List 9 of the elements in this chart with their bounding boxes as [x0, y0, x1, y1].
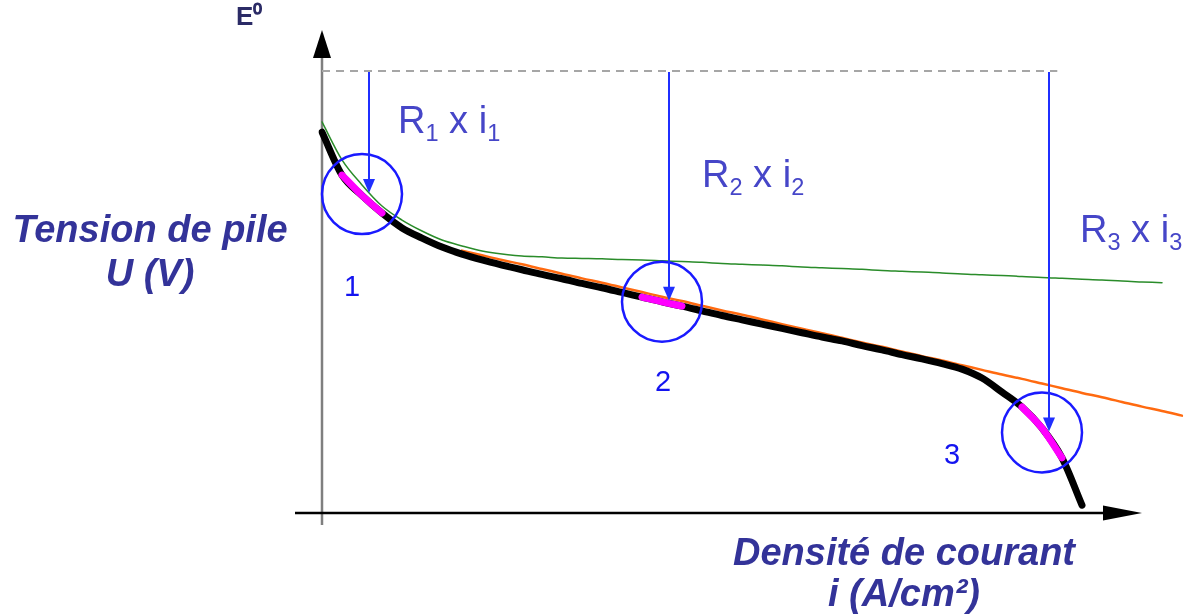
- y-axis-title: Tension de pile U (V): [11, 207, 289, 295]
- annotation: 2: [654, 365, 672, 398]
- x-axis-title: Densité de courant i (A/cm²): [731, 531, 1077, 614]
- annotation: R$_{1}$ x i$_{1}$: [398, 98, 501, 146]
- ref-line-label: E⁰: [236, 1, 263, 31]
- annotation: R$_{2}$ x i$_{2}$: [702, 152, 805, 200]
- annotation: 3: [943, 438, 961, 471]
- annotation: R$_{3}$ x i$_{3}$: [1080, 207, 1183, 255]
- annotation: 1: [343, 270, 361, 303]
